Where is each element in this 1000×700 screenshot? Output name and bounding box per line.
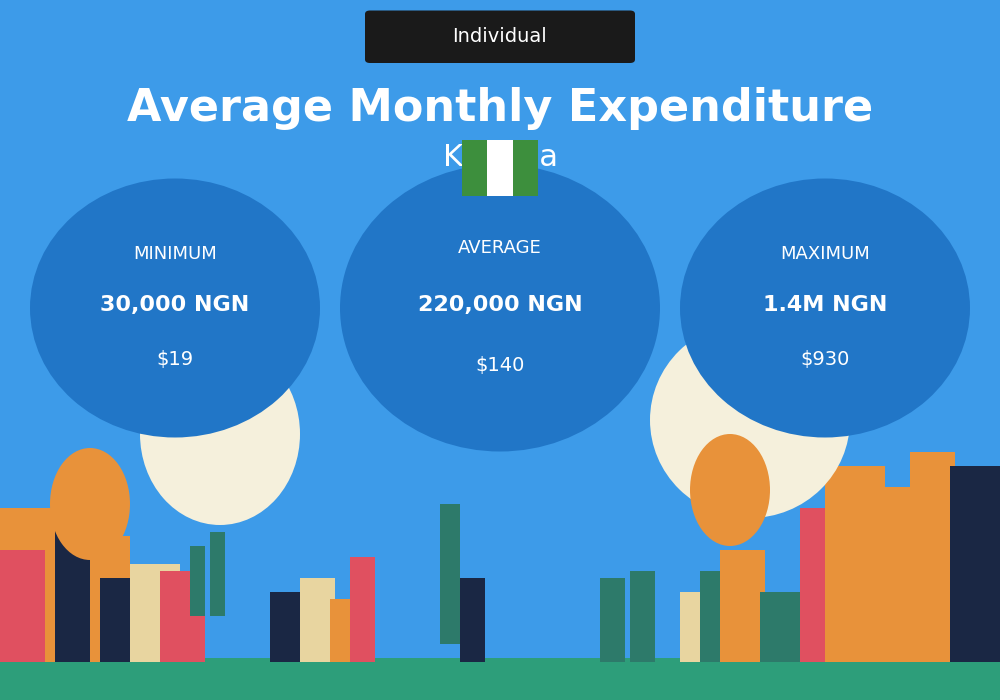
Bar <box>760 592 800 662</box>
Bar <box>0 508 60 662</box>
Bar <box>950 466 1000 662</box>
Text: $140: $140 <box>475 356 525 375</box>
Text: MINIMUM: MINIMUM <box>133 244 217 262</box>
Bar <box>210 532 225 616</box>
Text: $930: $930 <box>800 350 850 370</box>
Text: 1.4M NGN: 1.4M NGN <box>763 295 887 316</box>
Bar <box>513 140 538 196</box>
Text: MAXIMUM: MAXIMUM <box>780 244 870 262</box>
Ellipse shape <box>50 448 130 560</box>
Bar <box>130 564 180 661</box>
Ellipse shape <box>340 164 660 452</box>
Text: Average Monthly Expenditure: Average Monthly Expenditure <box>127 87 873 130</box>
Bar <box>330 598 370 662</box>
Bar <box>0 550 45 662</box>
Ellipse shape <box>680 178 970 438</box>
Bar <box>487 140 513 196</box>
Bar <box>350 556 375 662</box>
Bar <box>440 504 460 644</box>
Bar <box>910 452 955 662</box>
Ellipse shape <box>690 434 770 546</box>
Bar <box>270 592 310 662</box>
Text: 220,000 NGN: 220,000 NGN <box>418 295 582 315</box>
Text: Kaduna: Kaduna <box>442 143 558 172</box>
Bar <box>460 578 485 662</box>
Bar <box>160 570 205 662</box>
Bar <box>90 536 130 662</box>
Bar <box>100 578 155 662</box>
Text: Individual: Individual <box>453 27 547 46</box>
Bar <box>190 546 205 616</box>
Bar <box>0 658 1000 700</box>
Bar <box>825 466 885 662</box>
Ellipse shape <box>140 343 300 525</box>
Text: $19: $19 <box>156 350 194 370</box>
FancyBboxPatch shape <box>365 10 635 63</box>
Bar <box>680 592 715 662</box>
Bar <box>630 570 655 662</box>
Bar <box>800 508 825 662</box>
Bar <box>55 486 110 662</box>
Text: AVERAGE: AVERAGE <box>458 239 542 257</box>
Bar <box>462 140 487 196</box>
Bar <box>300 578 335 662</box>
Bar <box>720 550 765 662</box>
Ellipse shape <box>30 178 320 438</box>
Bar <box>600 578 625 662</box>
Bar <box>700 570 730 662</box>
Bar <box>880 486 920 662</box>
Ellipse shape <box>650 322 850 518</box>
Text: 30,000 NGN: 30,000 NGN <box>100 295 250 316</box>
